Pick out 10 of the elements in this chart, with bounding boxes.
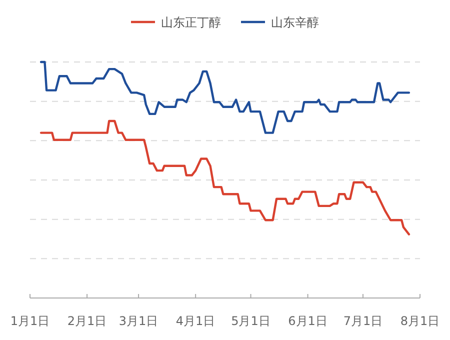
x-tick-label: 4月1日 — [176, 314, 216, 328]
x-tick-label: 2月1日 — [67, 314, 107, 328]
x-tick-label: 8月1日 — [400, 314, 440, 328]
x-tick-label: 1月1日 — [10, 314, 50, 328]
legend-label: 山东正丁醇 — [161, 16, 221, 30]
x-tick-label: 7月1日 — [343, 314, 383, 328]
x-tick-label: 5月1日 — [231, 314, 270, 328]
x-tick-label: 6月1日 — [288, 314, 328, 328]
legend-label: 山东辛醇 — [271, 16, 319, 30]
x-tick-label: 3月1日 — [118, 314, 158, 328]
